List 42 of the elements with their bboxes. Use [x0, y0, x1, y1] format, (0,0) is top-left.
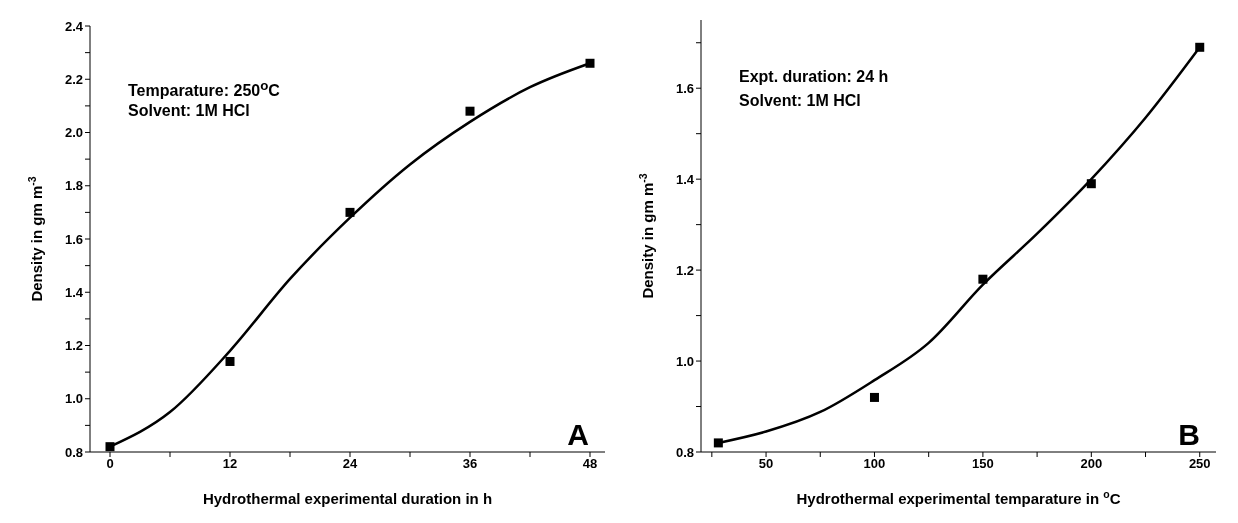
y-tick-label: 0.8: [64, 444, 83, 460]
x-axis-title: Hydrothermal experimental duration in h: [202, 490, 493, 507]
point: [585, 58, 595, 68]
y-tick-label: 1.2: [675, 262, 694, 278]
point: [1195, 42, 1205, 52]
point: [225, 356, 235, 366]
annotation: Solvent: 1M HCl: [739, 92, 861, 110]
point: [978, 274, 988, 284]
y-tick-label: 1.8: [64, 178, 83, 194]
x-tick-label: 150: [972, 456, 994, 472]
y-tick-label: 0.8: [675, 444, 694, 460]
y-tick-label: 1.6: [64, 231, 83, 247]
y-tick-label: 2.4: [64, 18, 84, 34]
point: [1086, 179, 1096, 189]
annotation: Expt. duration: 24 h: [739, 68, 889, 86]
y-tick-label: 1.4: [64, 284, 84, 300]
x-tick-label: 24: [342, 456, 358, 472]
point: [345, 207, 355, 217]
x-tick-label: 0: [106, 456, 114, 472]
point: [713, 438, 723, 448]
x-tick-label: 250: [1188, 456, 1211, 472]
x-tick-label: 12: [222, 456, 238, 472]
x-tick-label: 36: [462, 456, 478, 472]
point: [105, 442, 115, 452]
point: [465, 106, 475, 116]
y-tick-label: 1.0: [675, 353, 694, 369]
x-tick-label: 50: [758, 456, 774, 472]
annotation: B: [1178, 418, 1200, 452]
y-tick-label: 2.0: [64, 125, 83, 141]
point: [869, 392, 879, 402]
x-tick-label: 100: [863, 456, 886, 472]
annotation: Solvent: 1M HCl: [128, 102, 250, 120]
y-tick-label: 1.4: [675, 171, 695, 187]
x-axis-title: Hydrothermal experimental temparature in $^{o}$C: [796, 488, 1121, 507]
y-tick-label: 1.0: [64, 391, 83, 407]
x-tick-label: 200: [1080, 456, 1103, 472]
annotation: Temparature: 250$^{o}$C: [128, 78, 280, 101]
x-tick-label: 48: [582, 456, 598, 472]
y-tick-label: 2.2: [64, 71, 83, 87]
y-tick-label: 1.6: [675, 80, 694, 96]
y-tick-label: 1.2: [64, 338, 83, 354]
annotation: A: [567, 418, 589, 452]
